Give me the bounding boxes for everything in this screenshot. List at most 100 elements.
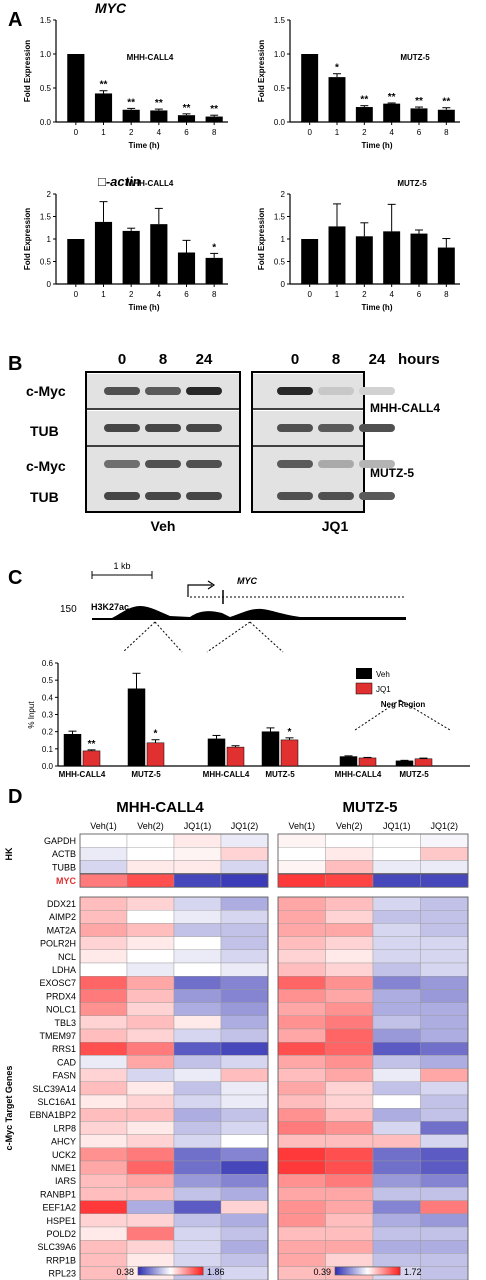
y-tick-label: 0.5 <box>42 676 54 685</box>
color-scale-step <box>382 1267 385 1275</box>
cell-line-tick-label: MHH-CALL4 <box>335 770 382 779</box>
y-tick-label: 0.0 <box>42 762 54 771</box>
heatmap-cell <box>126 910 175 924</box>
color-scale-step <box>388 1267 391 1275</box>
heatmap-cell <box>325 1134 374 1148</box>
gene-row-label: EXOSC7 <box>39 978 76 988</box>
heatmap-cell <box>79 976 128 990</box>
protein-label-tub: TUB <box>30 489 59 505</box>
color-scale-step <box>369 1267 372 1275</box>
y-axis-label: % Input <box>27 701 36 729</box>
bar <box>67 54 85 122</box>
y-tick-label: 0 <box>47 280 52 289</box>
color-scale-step <box>390 1267 393 1275</box>
gene-row-label: MAT2A <box>47 925 76 935</box>
heatmap-cell <box>126 1121 175 1135</box>
significance-mark: * <box>154 729 158 740</box>
gene-row-label: EBNA1BP2 <box>29 1110 76 1120</box>
heatmap-cell <box>220 1002 269 1016</box>
bar <box>177 115 196 122</box>
heatmap-cell <box>277 1200 326 1214</box>
bar <box>261 731 280 767</box>
color-scale-step <box>142 1267 145 1275</box>
heatmap-cell <box>420 1002 469 1016</box>
heatmap-cell <box>277 1041 326 1056</box>
color-scale-step <box>165 1267 168 1275</box>
significance-mark: ** <box>155 98 163 109</box>
blot-band <box>186 424 222 432</box>
heatmap-cell <box>277 1002 326 1016</box>
color-scale-step <box>196 1267 199 1275</box>
heatmap-cell <box>126 1015 175 1030</box>
heatmap-cell <box>420 1173 469 1188</box>
color-scale-left-frame <box>137 1266 204 1276</box>
y-tick-label: 0.3 <box>42 711 54 720</box>
x-tick-label: 1 <box>335 128 340 137</box>
gene-row-label: LDHA <box>52 965 76 975</box>
y-axis-label: Fold Expression <box>23 208 32 270</box>
heatmap-cell <box>420 923 469 937</box>
heatmap-cell <box>325 1253 374 1267</box>
x-axis-label: Time (h) <box>129 303 160 312</box>
heatmap-cell <box>220 949 269 964</box>
y-tick-label: 2 <box>281 190 286 199</box>
connector <box>154 621 183 653</box>
heatmap-cell <box>79 1107 128 1122</box>
heatmap-cell <box>420 1226 469 1241</box>
heatmap-cell <box>220 1081 269 1096</box>
heatmap-cell <box>277 989 326 1003</box>
heatmap-cell <box>173 962 222 977</box>
gene-row-label: UCK2 <box>52 1150 76 1160</box>
heatmap-cell <box>220 936 269 950</box>
heatmap-cell <box>325 989 374 1003</box>
heatmap-cell <box>325 1187 374 1201</box>
color-scale-step <box>180 1267 183 1275</box>
heatmap-cell <box>277 1160 326 1175</box>
heatmap-cell <box>325 1015 374 1030</box>
blot-band <box>277 424 313 432</box>
color-scale-step <box>395 1267 398 1275</box>
bar <box>150 224 168 284</box>
heatmap-cell <box>220 923 269 937</box>
heatmap-cell <box>277 847 326 861</box>
heatmap-cell <box>79 910 128 924</box>
heatmap-cell <box>220 1239 269 1254</box>
x-tick-label: 2 <box>129 290 134 299</box>
bar <box>301 239 319 284</box>
heatmap-cell <box>420 1266 469 1280</box>
x-tick-label: 6 <box>184 290 189 299</box>
y-tick-label: 0.5 <box>40 84 52 93</box>
gene-row-label: TUBB <box>52 862 76 872</box>
heatmap-cell <box>325 833 374 848</box>
heatmap-cell <box>173 1200 222 1214</box>
heatmap-cell <box>126 1187 175 1201</box>
heatmap-cell <box>79 1200 128 1214</box>
heatmap-cell <box>420 1187 469 1201</box>
heatmap-cell <box>173 1055 222 1069</box>
heatmap-cell <box>126 1107 175 1122</box>
color-scale-step <box>152 1267 155 1275</box>
y-tick-label: 1.5 <box>274 16 286 25</box>
heatmap-cell <box>277 1226 326 1241</box>
color-scale-step <box>188 1267 191 1275</box>
heatmap-cell <box>372 1160 421 1175</box>
heatmap-block-frame <box>277 896 469 1280</box>
heatmap-cell <box>220 962 269 977</box>
heatmap-cell <box>126 833 175 848</box>
heatmap-cell <box>372 1213 421 1228</box>
color-scale-step <box>193 1267 196 1275</box>
heatmap-cell <box>220 1094 269 1109</box>
heatmap-cell <box>277 1239 326 1254</box>
connector <box>122 621 156 653</box>
heatmap-cell <box>126 1055 175 1069</box>
heatmap-cell <box>173 847 222 861</box>
heatmap-cell <box>126 1094 175 1109</box>
blot-band <box>186 387 222 395</box>
gene-row-label: RANBP1 <box>40 1189 76 1199</box>
heatmap-cell <box>420 873 469 888</box>
significance-mark: ** <box>388 92 396 103</box>
heatmap-cell <box>220 1173 269 1188</box>
color-scale-step <box>351 1267 354 1275</box>
heatmap-cell <box>173 1253 222 1267</box>
